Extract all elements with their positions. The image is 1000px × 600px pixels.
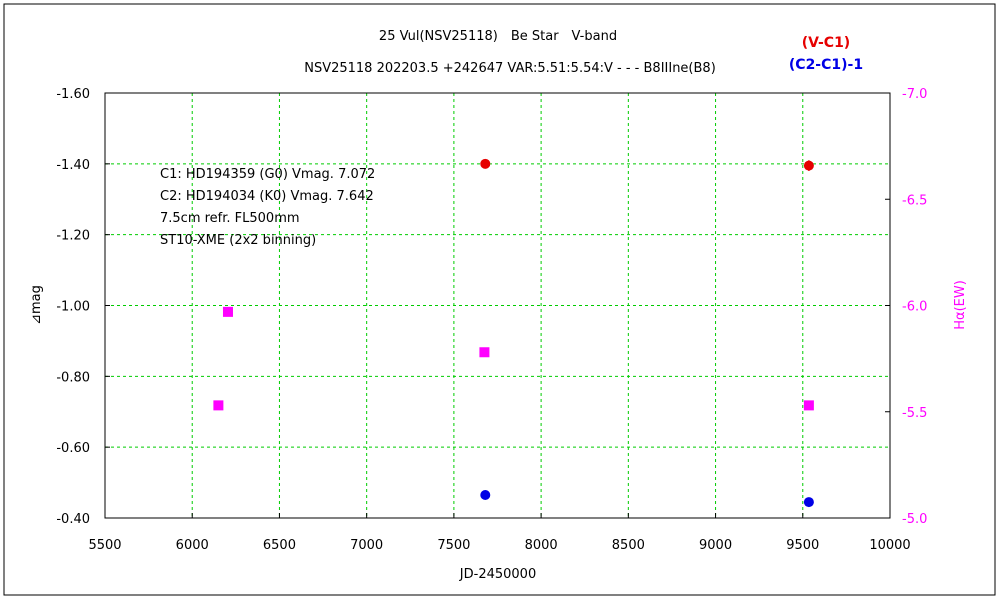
annotation-telescope: 7.5cm refr. FL500mm <box>160 211 300 226</box>
axis-ticks: 5500 6000 6500 7000 7500 8000 8500 9000 9500 1000… <box>56 87 927 553</box>
y-left-tick-label: -1.40 <box>56 158 90 173</box>
annotation-c2: C2: HD194034 (K0) Vmag. 7.642 <box>160 189 374 204</box>
y-right-tick-label: -6.5 <box>902 193 927 208</box>
x-tick-label: 7000 <box>350 538 383 553</box>
y-left-tick-label: -0.80 <box>56 370 90 385</box>
grid <box>105 93 890 518</box>
y-right-tick-label: -5.0 <box>902 512 927 527</box>
annotation-camera: ST10-XME (2x2 binning) <box>160 233 316 248</box>
x-tick-label: 8500 <box>612 538 645 553</box>
data-marks <box>213 158 814 508</box>
x-tick-label: 8000 <box>525 538 558 553</box>
y-right-tick-label: -6.0 <box>902 300 927 315</box>
x-tick-label: 10000 <box>869 538 910 553</box>
c2-c1-point <box>480 489 491 500</box>
x-tick-label: 9000 <box>699 538 732 553</box>
legend-entry-c2-c1: (C2-C1)-1 <box>789 57 863 73</box>
v-c1-point <box>803 160 814 171</box>
y-left-tick-label: -1.60 <box>56 87 90 102</box>
y-right-tick-label: -7.0 <box>902 87 927 102</box>
y-axis-left-label: ⊿mag <box>29 285 44 325</box>
halpha-point <box>222 306 233 317</box>
halpha-point <box>803 400 814 411</box>
halpha-point <box>213 400 224 411</box>
x-tick-label: 5500 <box>88 538 121 553</box>
legend-entry-v-c1: (V-C1) <box>802 35 850 51</box>
y-right-tick-label: -5.5 <box>902 406 927 421</box>
halpha-point <box>479 347 490 358</box>
x-tick-label: 6000 <box>176 538 209 553</box>
annotation-c1: C1: HD194359 (G0) Vmag. 7.072 <box>160 167 375 182</box>
v-c1-point <box>480 158 491 169</box>
y-axis-right-label: Hα(EW) <box>953 280 968 330</box>
c2-c1-point <box>803 497 814 508</box>
chart-title: 25 Vul(NSV25118) Be Star V-band <box>379 29 617 44</box>
x-tick-label: 9500 <box>786 538 819 553</box>
outer-border <box>3 3 996 596</box>
chart-subtitle: NSV25118 202203.5 +242647 VAR:5.51:5.54:… <box>304 61 716 76</box>
x-tick-label: 7500 <box>437 538 470 553</box>
y-left-tick-label: -1.20 <box>56 229 90 244</box>
y-left-tick-label: -1.00 <box>56 300 90 315</box>
y-left-tick-label: -0.60 <box>56 441 90 456</box>
x-tick-label: 6500 <box>263 538 296 553</box>
x-axis-label: JD-2450000 <box>459 567 536 582</box>
y-left-tick-label: -0.40 <box>56 512 90 527</box>
